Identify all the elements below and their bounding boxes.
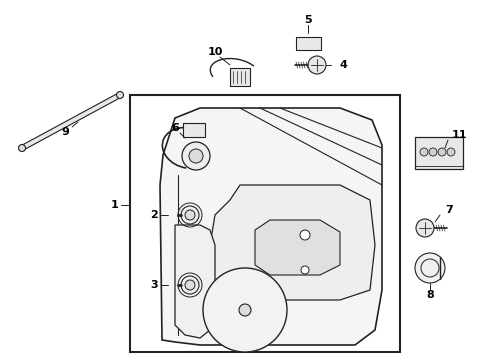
- Bar: [295, 37, 320, 50]
- Text: 6: 6: [171, 123, 179, 133]
- Circle shape: [116, 91, 123, 99]
- Circle shape: [19, 144, 25, 152]
- Polygon shape: [21, 93, 121, 150]
- Text: 9: 9: [61, 127, 69, 137]
- Circle shape: [184, 210, 195, 220]
- Circle shape: [428, 148, 436, 156]
- Bar: [183, 123, 204, 137]
- Bar: [229, 68, 249, 86]
- Text: 10: 10: [207, 47, 222, 57]
- Circle shape: [415, 219, 433, 237]
- Text: 8: 8: [425, 290, 433, 300]
- Circle shape: [301, 266, 308, 274]
- Bar: [130, 95, 399, 352]
- Circle shape: [181, 206, 199, 224]
- Circle shape: [419, 148, 427, 156]
- Polygon shape: [209, 185, 374, 300]
- Polygon shape: [175, 225, 215, 338]
- Circle shape: [189, 149, 203, 163]
- Circle shape: [182, 142, 209, 170]
- Text: 3: 3: [150, 280, 158, 290]
- Text: 11: 11: [451, 130, 467, 140]
- Circle shape: [299, 230, 309, 240]
- Text: 5: 5: [304, 15, 311, 25]
- Polygon shape: [160, 108, 381, 345]
- Circle shape: [181, 276, 199, 294]
- Text: 4: 4: [339, 60, 347, 70]
- Circle shape: [414, 253, 444, 283]
- Text: 1: 1: [110, 200, 118, 210]
- Circle shape: [203, 268, 286, 352]
- Circle shape: [437, 148, 445, 156]
- Polygon shape: [254, 220, 339, 275]
- Text: 7: 7: [444, 205, 452, 215]
- Circle shape: [239, 304, 250, 316]
- Circle shape: [307, 56, 325, 74]
- Circle shape: [184, 280, 195, 290]
- Text: 2: 2: [150, 210, 158, 220]
- Circle shape: [446, 148, 454, 156]
- Bar: [414, 137, 462, 169]
